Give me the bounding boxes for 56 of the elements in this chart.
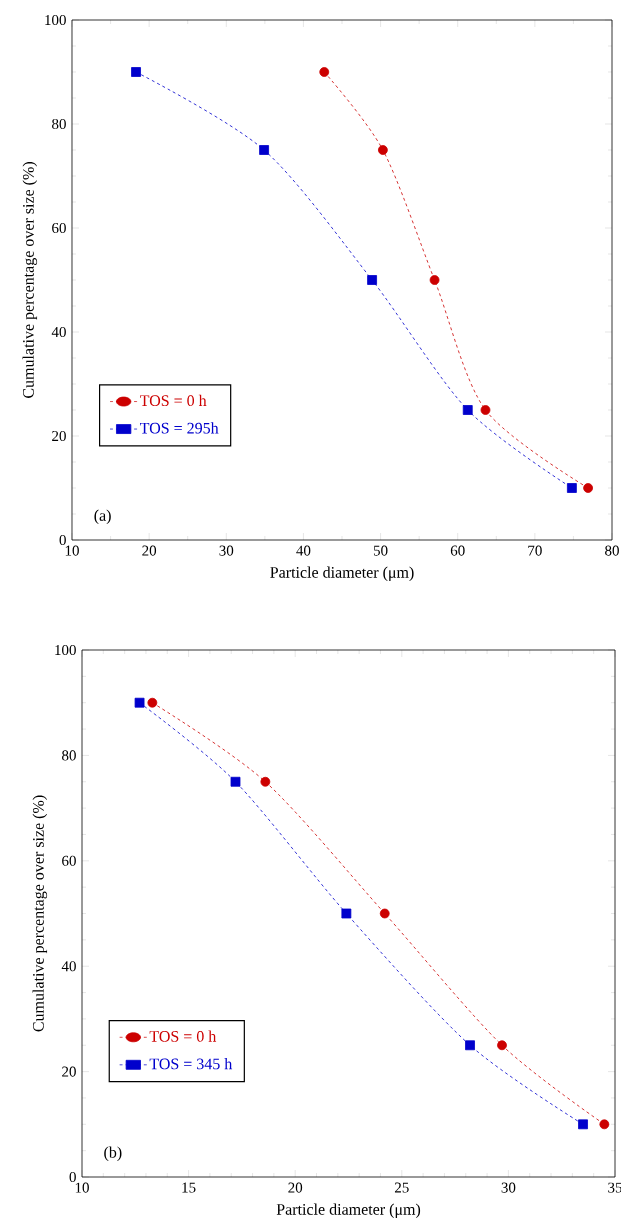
x-tick-label: 10 <box>75 1182 89 1193</box>
y-tick-label: 20 <box>52 430 66 442</box>
x-tick-label: 30 <box>219 545 234 556</box>
point <box>230 776 241 787</box>
y-tick-label: 40 <box>51 326 66 338</box>
legend-label: TOS = 345 h <box>149 1058 233 1070</box>
y-tick-label: 100 <box>55 644 76 656</box>
y-tick-label: 40 <box>61 961 76 972</box>
point <box>319 67 330 77</box>
point <box>497 1040 507 1051</box>
x-tick-label: 80 <box>605 545 619 556</box>
x-tick-label: 60 <box>450 545 465 556</box>
y-tick-label: 0 <box>69 1171 76 1183</box>
point <box>429 275 440 285</box>
legend-label: TOS = 0 h <box>140 394 207 407</box>
y-tick-label: 0 <box>59 534 66 546</box>
legend-label: TOS = 295h <box>140 422 219 434</box>
point <box>134 697 145 708</box>
point <box>260 776 271 787</box>
point <box>480 405 491 415</box>
x-axis-title: Particle diameter (μm) <box>276 1203 421 1219</box>
x-axis-title: Particle diameter (μm) <box>270 566 414 582</box>
y-tick-label: 80 <box>52 118 66 130</box>
y-axis-title: Cumulative percentage over size (%) <box>32 795 48 1032</box>
y-axis-title: Cumulative percentage over size (%) <box>22 162 38 398</box>
x-tick-label: 35 <box>608 1182 621 1193</box>
y-tick-label: 80 <box>62 750 76 761</box>
y-tick-label: 60 <box>52 222 66 234</box>
point <box>367 275 377 285</box>
x-tick-label: 30 <box>501 1182 516 1193</box>
x-tick-label: 70 <box>528 545 542 556</box>
x-tick-label: 10 <box>65 545 79 556</box>
x-tick-label: 15 <box>182 1182 196 1193</box>
point <box>465 1040 475 1051</box>
point <box>578 1119 588 1130</box>
y-tick-label: 100 <box>45 14 66 26</box>
point <box>379 908 390 919</box>
x-tick-label: 40 <box>296 545 311 556</box>
point <box>462 405 473 415</box>
point <box>583 483 593 493</box>
y-tick-label: 60 <box>62 855 76 866</box>
annotation: (b) <box>104 1146 122 1161</box>
y-tick-label: 20 <box>62 1066 76 1077</box>
point <box>341 908 352 919</box>
annotation: (a) <box>94 509 111 525</box>
point <box>566 483 577 493</box>
x-tick-label: 50 <box>373 545 388 556</box>
point <box>259 145 269 155</box>
x-tick-label: 20 <box>288 1182 303 1193</box>
legend-label: TOS = 0 h <box>149 1030 217 1042</box>
x-tick-label: 25 <box>394 1182 409 1193</box>
point <box>599 1119 610 1130</box>
point <box>377 145 388 155</box>
point <box>131 67 141 77</box>
point <box>147 697 158 708</box>
x-tick-label: 20 <box>142 545 157 556</box>
